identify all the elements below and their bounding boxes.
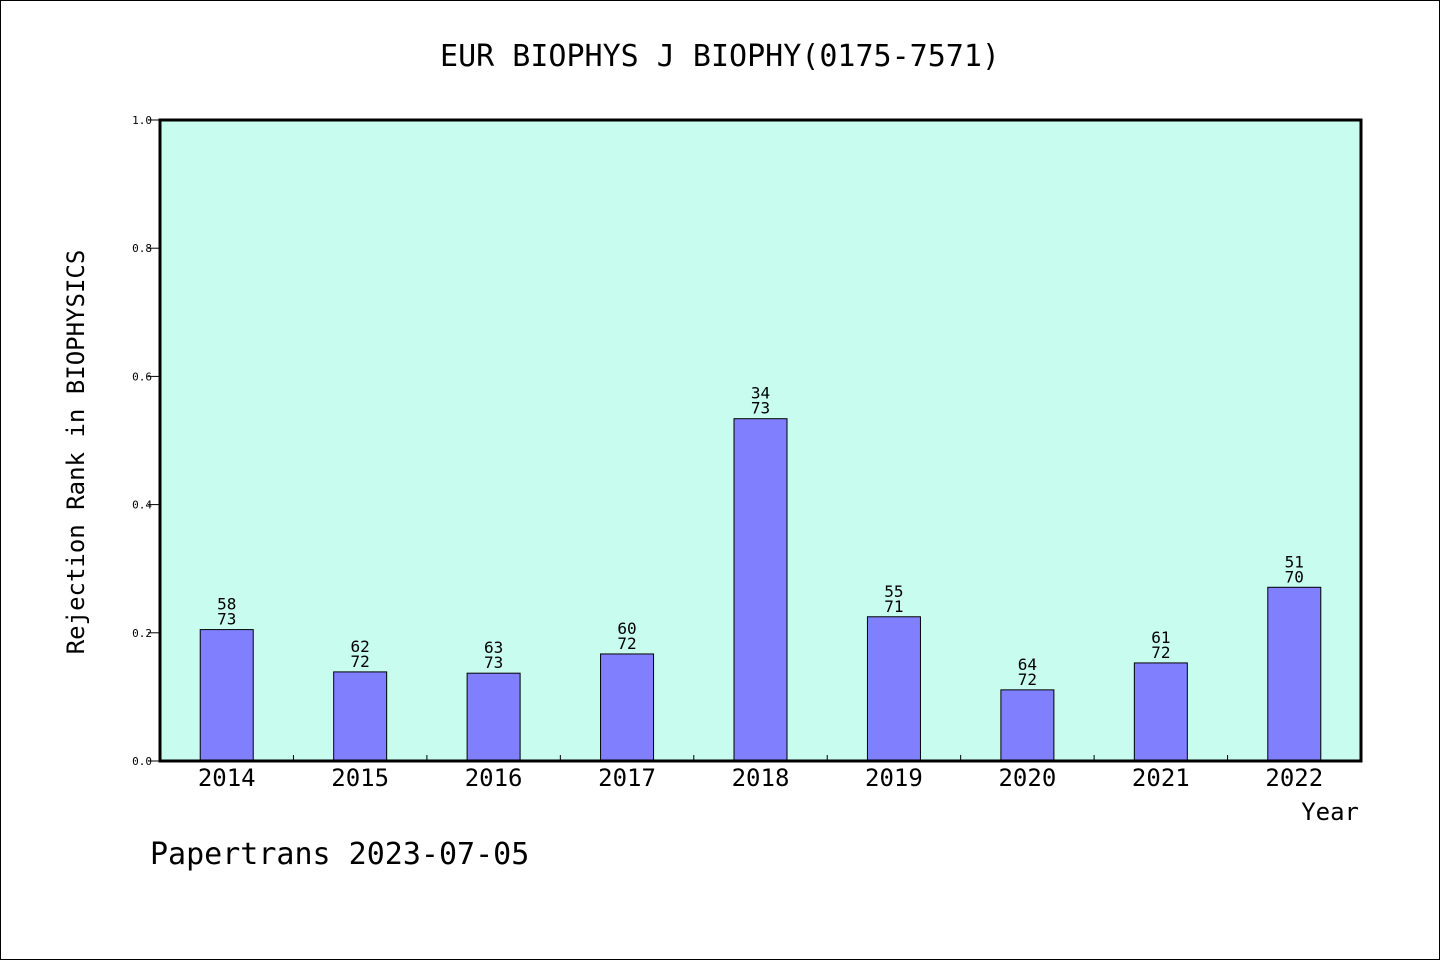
bar-2020: [1000, 689, 1055, 762]
data-label-rank: 63: [484, 638, 503, 657]
data-label-total: 72: [1151, 643, 1170, 662]
y-tick-label: 0.6: [132, 370, 152, 383]
x-tick-label: 2018: [732, 764, 790, 792]
data-label-rank: 34: [751, 384, 770, 403]
data-label-rank: 64: [1018, 655, 1037, 674]
data-label-total: 73: [217, 610, 236, 629]
data-label-total: 73: [484, 653, 503, 672]
bar-2021: [1133, 662, 1188, 762]
data-label-rank: 58: [217, 595, 236, 614]
y-tick-label: 1.0: [132, 114, 152, 127]
data-label-total: 71: [884, 597, 903, 616]
x-tick-label: 2017: [598, 764, 656, 792]
data-label-rank: 60: [617, 619, 636, 638]
data-label-total: 72: [1018, 670, 1037, 689]
y-axis-label: Rejection Rank in BIOPHYSICS: [62, 250, 90, 655]
bar-2022: [1267, 586, 1322, 762]
y-tick-label: 0.4: [132, 499, 152, 512]
x-tick-label: 2014: [198, 764, 256, 792]
x-axis: 2014 2015 2016 2017 2018 2019 2020 2021 2022: [198, 755, 1323, 792]
data-label-total: 72: [617, 634, 636, 653]
data-label-rank: 51: [1285, 552, 1304, 571]
bar-2018: [733, 418, 788, 762]
data-label-total: 73: [751, 399, 770, 418]
bar-2016: [466, 672, 521, 762]
bar-2014: [199, 629, 254, 762]
x-tick-label: 2020: [998, 764, 1056, 792]
bar-2019: [866, 616, 921, 762]
y-tick-label: 0.8: [132, 242, 152, 255]
plot-border: [158, 118, 1363, 763]
bar-2017: [600, 653, 655, 762]
y-axis: 0.0 0.2 0.4 0.6 0.8 1.0: [132, 114, 160, 768]
x-tick-label: 2019: [865, 764, 923, 792]
y-tick-label: 0.0: [132, 755, 152, 768]
data-label-total: 70: [1285, 567, 1304, 586]
bar-2015: [333, 671, 388, 762]
data-label-total: 72: [351, 652, 370, 671]
x-tick-label: 2015: [331, 764, 389, 792]
bar-series: [199, 418, 1322, 762]
data-label-rank: 55: [884, 582, 903, 601]
data-label-rank: 62: [351, 637, 370, 656]
x-tick-label: 2016: [465, 764, 523, 792]
data-label-rank: 61: [1151, 628, 1170, 647]
chart-title: EUR BIOPHYS J BIOPHY(0175-7571): [440, 39, 1000, 74]
y-tick-label: 0.2: [132, 627, 152, 640]
x-tick-label: 2021: [1132, 764, 1190, 792]
footer-text: Papertrans 2023-07-05: [150, 837, 529, 872]
x-axis-label: Year: [1301, 798, 1359, 826]
x-tick-label: 2022: [1265, 764, 1323, 792]
